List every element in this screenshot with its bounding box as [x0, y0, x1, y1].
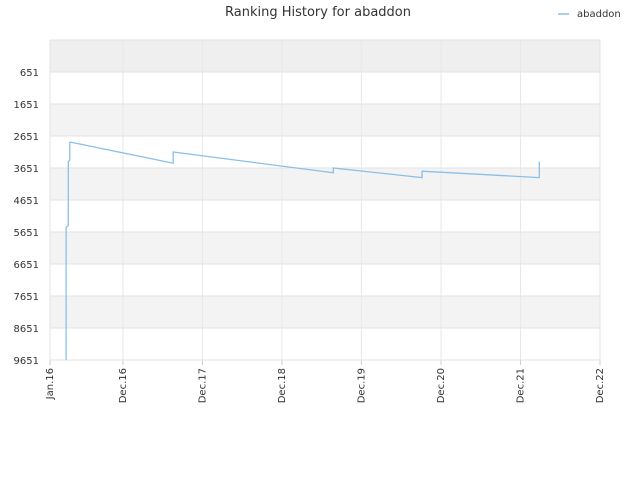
x-tick-label: Jan.16 — [45, 368, 56, 400]
grid-band — [50, 136, 600, 168]
series-layer — [65, 141, 540, 360]
x-tick-label: Dec.17 — [197, 368, 208, 403]
grid-band — [50, 168, 600, 200]
y-tick-label: 8651 — [14, 324, 39, 335]
y-tick-label: 651 — [20, 68, 39, 79]
y-tick-label: 6651 — [14, 260, 39, 271]
y-axis-ticks: 651 1651 2651 3651 4651 5651 6651 7651 8651 9651 — [14, 68, 39, 367]
y-tick-label: 4651 — [14, 196, 39, 207]
x-tick-label: Dec.22 — [595, 368, 606, 403]
y-tick-label: 2651 — [14, 132, 39, 143]
x-tick-label: Dec.16 — [118, 368, 129, 403]
grid-band — [50, 40, 600, 72]
x-tick-label: Dec.19 — [356, 368, 367, 403]
y-tick-label: 5651 — [14, 228, 39, 239]
plot-area-border — [49, 39, 601, 361]
grid-band — [50, 328, 600, 360]
x-tick-label: Dec.18 — [277, 368, 288, 403]
x-tick-label: Dec.20 — [436, 368, 447, 403]
grid-band — [50, 104, 600, 136]
grid-band — [50, 72, 600, 104]
grid-bands — [50, 40, 600, 360]
grid-band — [50, 200, 600, 232]
x-tick-label: Dec.21 — [516, 368, 527, 403]
x-axis-ticks: Jan.16 Dec.16 Dec.17 Dec.18 Dec.19 Dec.20 Dec.… — [45, 368, 606, 403]
grid-band — [50, 232, 600, 264]
y-tick-label: 9651 — [14, 356, 39, 367]
y-tick-label: 7651 — [14, 292, 39, 303]
legend[interactable]: abaddon — [558, 9, 621, 20]
legend-label-abaddon: abaddon — [577, 9, 621, 20]
grid-band — [50, 296, 600, 328]
y-tick-label: 1651 — [14, 100, 39, 111]
y-tick-label: 3651 — [14, 164, 39, 175]
grid-band — [50, 264, 600, 296]
series-line-abaddon — [65, 141, 540, 360]
chart-title: Ranking History for abaddon — [225, 5, 411, 20]
